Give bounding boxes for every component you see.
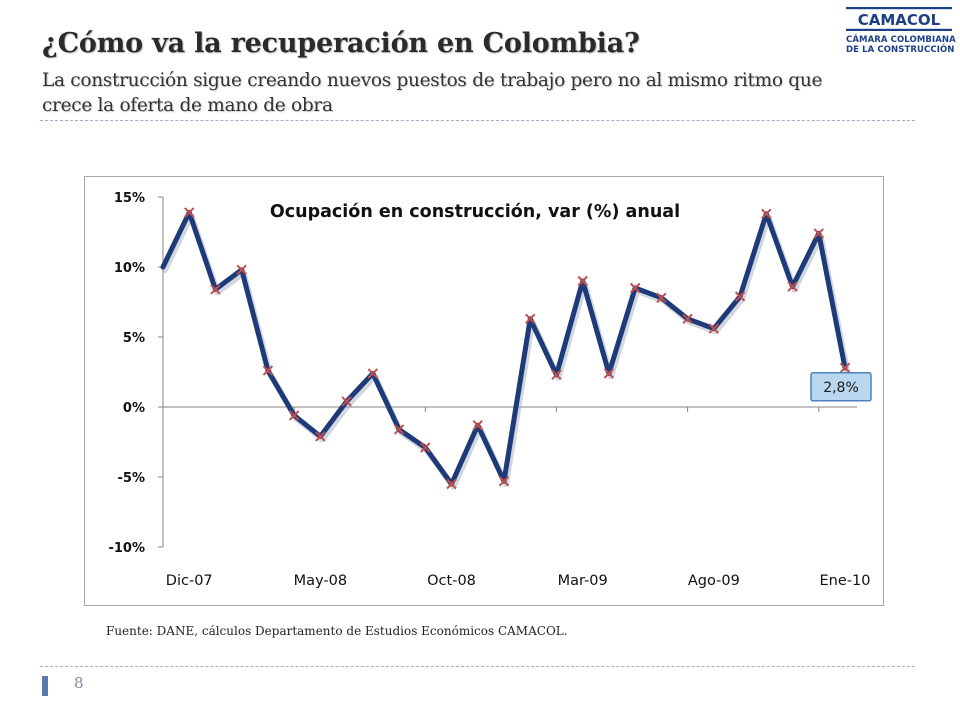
y-tick-label: 0% (123, 401, 145, 416)
y-tick-label: -5% (118, 471, 145, 486)
chart-frame: Ocupación en construcción, var (%) anual… (84, 176, 884, 606)
slide-subtitle: La construcción sigue creando nuevos pue… (42, 70, 823, 116)
last-value-callout-label: 2,8% (823, 380, 859, 396)
data-point-marker (288, 410, 300, 421)
data-point-marker (472, 419, 483, 431)
data-point-marker (708, 323, 720, 334)
data-point-marker (656, 292, 667, 304)
data-point-marker (787, 281, 798, 292)
x-tick-label: May-08 (294, 573, 347, 589)
y-tick-label: 5% (123, 331, 145, 346)
data-point-marker (210, 284, 221, 295)
y-tick-label: -10% (108, 541, 145, 556)
series-line-shadow (162, 212, 850, 490)
data-point-marker (420, 442, 431, 453)
title-divider (40, 120, 915, 121)
last-value-callout-box (810, 372, 872, 402)
x-tick-label: Ene-10 (820, 573, 871, 589)
data-point-marker (734, 291, 746, 302)
data-point-marker (525, 313, 536, 325)
data-point-marker (393, 424, 405, 435)
data-point-marker (315, 431, 326, 442)
camacol-logo: CAMACOL CÁMARA COLOMBIANA DE LA CONSTRUC… (846, 6, 956, 56)
logo-wordmark: CAMACOL (858, 11, 941, 29)
data-point-marker (236, 264, 247, 276)
data-point-marker (446, 478, 457, 490)
logo-line-2: DE LA CONSTRUCCIÓN (846, 45, 955, 55)
x-tick-label: Dic-07 (166, 573, 213, 589)
data-point-marker (262, 365, 274, 376)
logo-line-1: CÁMARA COLOMBIANA (846, 35, 956, 45)
data-point-marker (184, 207, 195, 218)
data-point-marker (682, 313, 693, 325)
slide-title: ¿Cómo va la recuperación en Colombia? (42, 28, 640, 59)
page-number: 8 (74, 674, 84, 692)
data-point-marker (839, 362, 851, 374)
y-tick-label: 10% (114, 261, 145, 276)
footer-divider (40, 666, 915, 667)
camacol-wordmark-icon: CAMACOL (846, 7, 952, 31)
data-point-marker (498, 475, 510, 487)
data-point-marker (367, 368, 379, 379)
footer-accent-bar (42, 676, 48, 696)
data-point-marker (577, 275, 588, 287)
chart-title: Ocupación en construcción, var (%) anual (270, 202, 680, 222)
x-tick-label: Mar-09 (558, 573, 608, 589)
x-tick-label: Ago-09 (688, 573, 740, 589)
data-point-marker (813, 228, 824, 239)
data-point-marker (761, 208, 772, 220)
x-tick-label: Oct-08 (427, 573, 476, 589)
data-point-marker (341, 396, 352, 407)
source-note: Fuente: DANE, cálculos Departamento de E… (106, 624, 568, 638)
data-point-marker (551, 369, 562, 381)
y-tick-label: 15% (114, 191, 145, 206)
employment-line-chart: Ocupación en construcción, var (%) anual… (108, 191, 872, 589)
data-point-marker (603, 368, 615, 379)
data-point-marker (629, 282, 641, 294)
